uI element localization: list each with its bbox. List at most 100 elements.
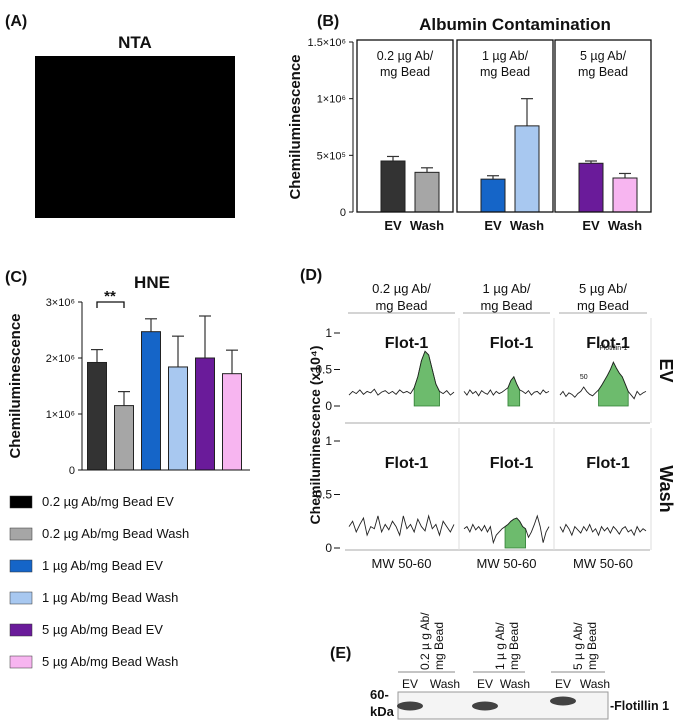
blot-frame [397, 691, 609, 720]
y-tick-label: 1 [325, 434, 332, 448]
chart-title: HNE [134, 273, 170, 292]
bar [195, 357, 215, 471]
trace [559, 523, 647, 537]
bar [141, 331, 161, 471]
peak-label: Flot-1 [586, 335, 630, 352]
facet-frame [356, 39, 454, 213]
marker-label: 60- [370, 687, 389, 702]
annotation: Flotillin-1 [599, 345, 627, 352]
trace [348, 350, 455, 396]
peak-area [413, 350, 440, 407]
y-tick-label: 0 [325, 541, 332, 555]
x-axis-label: MW 50-60 [477, 556, 537, 571]
band [397, 701, 423, 711]
blot-header: 1 µ g Ab/ [493, 622, 507, 670]
y-tick-label: 2×10⁶ [46, 353, 75, 365]
panel-label: (B) [317, 13, 339, 30]
facet-frame [456, 39, 554, 213]
y-axis-label: Chemiluminescence [7, 313, 24, 458]
bar [222, 373, 242, 471]
significance-bracket [96, 301, 125, 308]
blot-header: mg Bead [432, 622, 446, 670]
legend-label: 5 µg Ab/mg Bead EV [42, 622, 163, 637]
x-tick-label: Wash [510, 218, 544, 233]
legend-label: 5 µg Ab/mg Bead Wash [42, 654, 178, 669]
x-tick-label: EV [384, 218, 402, 233]
bar [114, 405, 134, 471]
legend-swatch [9, 655, 33, 669]
trace [559, 361, 647, 400]
peak-area [507, 376, 521, 407]
column-label: 0.2 µg Ab/ [372, 281, 431, 296]
peak-label: Flot-1 [385, 335, 429, 352]
lane-label: Wash [500, 677, 530, 691]
row-label: EV [656, 358, 676, 382]
y-tick-label: 0.5 [315, 363, 332, 377]
legend-label: 1 µg Ab/mg Bead Wash [42, 590, 178, 605]
y-tick-label: 0.5 [315, 488, 332, 502]
lane-label: Wash [430, 677, 460, 691]
blot-header: 5 µ g Ab/ [571, 622, 585, 670]
x-axis-label: MW 50-60 [372, 556, 432, 571]
column-label: mg Bead [577, 298, 629, 313]
peak-label: Flot-1 [385, 455, 429, 472]
lane-label: EV [555, 677, 571, 691]
y-axis-label: Chemiluminescence [287, 54, 304, 199]
lane-label: EV [402, 677, 418, 691]
blot-header: mg Bead [585, 622, 599, 670]
legend-swatch [9, 527, 33, 541]
blot-header: mg Bead [507, 622, 521, 670]
y-tick-label: 0 [325, 399, 332, 413]
panel-label: (D) [300, 267, 322, 284]
x-tick-label: Wash [410, 218, 444, 233]
y-tick-label: 0 [69, 465, 75, 477]
legend-swatch [9, 495, 33, 509]
panel-label: (A) [5, 13, 27, 30]
facet-label: 0.2 µg Ab/ [377, 49, 434, 63]
marker-label: kDa [370, 704, 395, 719]
blot-header: 0.2 µ g Ab/ [418, 612, 432, 670]
column-label: mg Bead [480, 298, 532, 313]
legend-swatch [9, 623, 33, 637]
bar [168, 366, 188, 471]
panel-label: (E) [330, 645, 351, 662]
column-label: 1 µg Ab/ [483, 281, 531, 296]
legend-label: 1 µg Ab/mg Bead EV [42, 558, 163, 573]
band-label: -Flotillin 1 [610, 699, 669, 713]
panel-label: (C) [5, 269, 27, 286]
facet-frame [554, 39, 652, 213]
nta-title: NTA [118, 33, 152, 52]
significance-label: ** [104, 288, 116, 305]
bar [514, 125, 540, 213]
y-tick-label: 1 [325, 326, 332, 340]
bar [480, 178, 506, 213]
facet-label: 1 µg Ab/ [482, 49, 529, 63]
x-tick-label: Wash [608, 218, 642, 233]
bar [380, 160, 406, 213]
column-label: mg Bead [375, 298, 427, 313]
lane-label: Wash [580, 677, 610, 691]
nta-image [35, 56, 235, 218]
y-tick-label: 5×10⁵ [317, 150, 346, 162]
facet-label: mg Bead [578, 65, 628, 79]
annotation: 50 [580, 374, 588, 381]
trace [348, 514, 455, 537]
legend-label: 0.2 µg Ab/mg Bead EV [42, 494, 174, 509]
y-tick-label: 1.5×10⁶ [308, 37, 346, 49]
bar [612, 177, 638, 213]
trace [463, 375, 550, 397]
peak-label: Flot-1 [490, 455, 534, 472]
band [550, 696, 576, 706]
x-axis-label: MW 50-60 [573, 556, 633, 571]
trace [463, 514, 550, 545]
peak-label: Flot-1 [490, 335, 534, 352]
bar [87, 361, 107, 471]
facet-label: 5 µg Ab/ [580, 49, 627, 63]
peak-label: Flot-1 [586, 455, 630, 472]
legend-swatch [9, 559, 33, 573]
facet-label: mg Bead [480, 65, 530, 79]
x-tick-label: EV [484, 218, 502, 233]
y-tick-label: 3×10⁶ [46, 297, 75, 309]
y-tick-label: 1×10⁶ [46, 409, 75, 421]
